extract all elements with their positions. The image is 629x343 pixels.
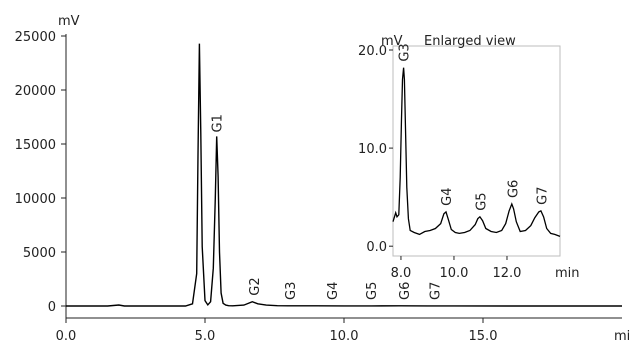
peak-label-g3: G3 — [284, 282, 299, 300]
peak-label-g7: G7 — [429, 282, 444, 300]
peak-label-g2: G2 — [248, 277, 263, 295]
peak-label-g4: G4 — [326, 282, 341, 300]
y-tick-label: 5000 — [23, 246, 56, 261]
inset-trace — [392, 67, 561, 238]
y-unit-label: mV — [58, 14, 80, 29]
inset-x-tick-label: 12.0 — [493, 266, 522, 281]
chromatogram-trace — [66, 43, 622, 307]
inset-x-unit-label: min — [555, 266, 580, 281]
inset-peak-label-g4: G4 — [440, 187, 455, 205]
y-tick-label: 20000 — [15, 84, 56, 99]
inset-y-tick-label: 0.0 — [366, 240, 387, 255]
y-tick-label: 15000 — [15, 138, 56, 153]
y-tick-label: 10000 — [15, 192, 56, 207]
inset-peak-label-g3: G3 — [398, 43, 413, 61]
peak-label-g6: G6 — [398, 282, 413, 300]
inset-peak-label-g6: G6 — [506, 180, 521, 198]
y-tick-label: 0 — [48, 300, 56, 315]
peak-label-g5: G5 — [365, 282, 380, 300]
x-tick-label: 0.0 — [56, 329, 77, 343]
x-tick-label: 10.0 — [330, 329, 359, 343]
inset-frame — [392, 45, 561, 257]
inset-peak-label-g5: G5 — [474, 192, 489, 210]
inset-x-tick-label: 10.0 — [439, 266, 468, 281]
x-unit-label: min — [614, 329, 629, 343]
y-tick-label: 25000 — [15, 30, 56, 45]
inset-x-tick-label: 8.0 — [391, 266, 412, 281]
x-tick-label: 5.0 — [195, 329, 216, 343]
inset-y-tick-label: 10.0 — [358, 142, 387, 157]
x-tick-label: 15.0 — [469, 329, 498, 343]
inset-peak-label-g7: G7 — [535, 187, 550, 205]
peak-label-g1: G1 — [211, 114, 226, 132]
inset-y-tick-label: 20.0 — [358, 44, 387, 59]
inset-title: Enlarged view — [424, 34, 516, 49]
inset-y-unit-label: mV — [381, 34, 403, 49]
